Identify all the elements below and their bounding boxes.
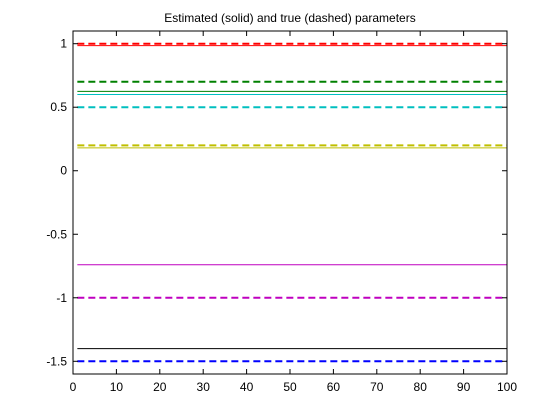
series-layer xyxy=(77,42,507,363)
y-tick-label: -1 xyxy=(56,291,67,305)
y-tick-label: 0.5 xyxy=(50,100,67,114)
x-tick-label: 10 xyxy=(110,380,124,394)
x-tick-label: 60 xyxy=(327,380,341,394)
x-tick-label: 40 xyxy=(240,380,254,394)
x-tick-label: 80 xyxy=(414,380,428,394)
x-tick-label: 30 xyxy=(197,380,211,394)
x-tick-label: 50 xyxy=(283,380,297,394)
x-tick-label: 90 xyxy=(457,380,471,394)
y-tick-label: -0.5 xyxy=(46,227,67,241)
y-tick-label: 0 xyxy=(60,164,67,178)
x-tick-label: 0 xyxy=(70,380,77,394)
y-tick-label: 1 xyxy=(60,37,67,51)
chart-title: Estimated (solid) and true (dashed) para… xyxy=(164,11,415,25)
x-tick-label: 20 xyxy=(153,380,167,394)
axes: 0 10 20 30 40 50 60 70 80 90 100 1 0.5 0 -0.5 -1 -1.5 xyxy=(46,30,517,394)
x-tick-label: 70 xyxy=(370,380,384,394)
y-tick-label: -1.5 xyxy=(46,354,67,368)
x-tick-label: 100 xyxy=(497,380,517,394)
